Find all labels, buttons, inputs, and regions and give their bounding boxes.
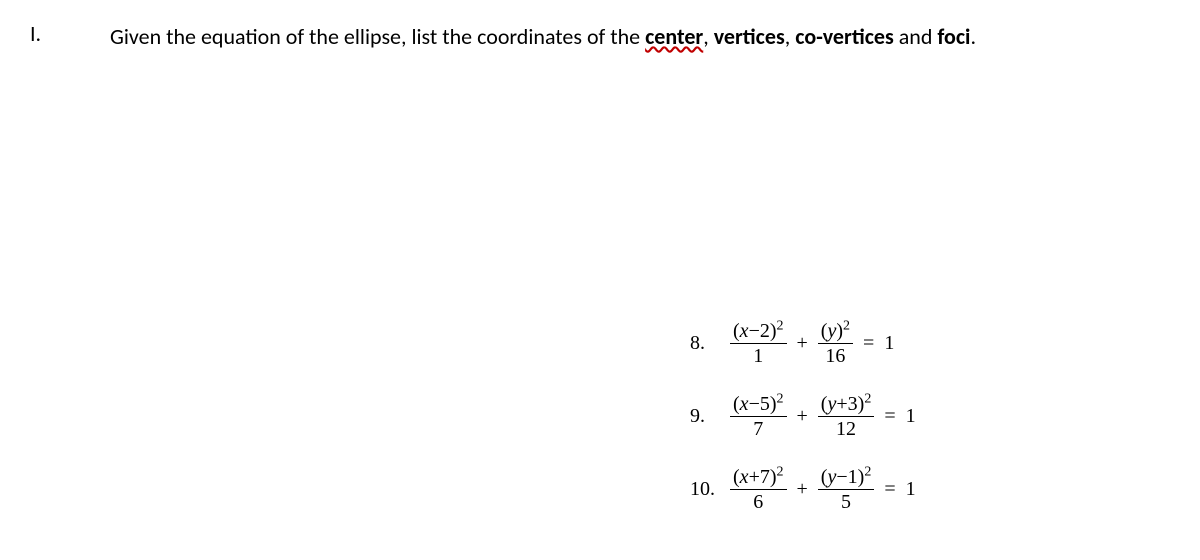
section-number: I. <box>30 20 60 47</box>
denominator-2: 12 <box>836 417 856 440</box>
denominator-2: 5 <box>841 490 851 513</box>
numerator-1: (x−2)2 <box>730 320 787 344</box>
denominator-1: 7 <box>753 417 763 440</box>
equals-operator: = <box>884 478 895 501</box>
problem-number: 10. <box>690 478 730 501</box>
fraction-1: (x−5)27 <box>730 393 787 440</box>
term-covertices: co-vertices <box>795 23 894 50</box>
instruction-text: Given the equation of the ellipse, list … <box>110 20 976 53</box>
numerator-1: (x−5)2 <box>730 393 787 417</box>
plus-operator: + <box>797 405 808 428</box>
problems-list: 8.(x−2)21+(y)216=19.(x−5)27+(y+3)212=110… <box>690 320 916 513</box>
term-vertices: vertices <box>714 23 785 50</box>
term-center: center <box>645 23 703 50</box>
problem-row: 10.(x+7)26 + (y−1)25 = 1 <box>690 466 916 513</box>
instruction-end: . <box>970 23 976 50</box>
equals-operator: = <box>884 405 895 428</box>
numerator-1: (x+7)2 <box>730 466 787 490</box>
equation: (x−2)21+(y)216=1 <box>730 320 894 367</box>
fraction-2: (y+3)212 <box>818 393 875 440</box>
instruction-mid3: and <box>894 23 938 50</box>
denominator-2: 16 <box>825 344 845 367</box>
fraction-2: (y−1)25 <box>818 466 875 513</box>
equation: (x−5)27 + (y+3)212 = 1 <box>730 393 916 440</box>
equals-operator: = <box>863 332 874 355</box>
problem-row: 9.(x−5)27 + (y+3)212 = 1 <box>690 393 916 440</box>
instruction-prefix: Given the equation of the ellipse, list … <box>110 23 645 50</box>
problem-row: 8.(x−2)21+(y)216=1 <box>690 320 916 367</box>
problem-number: 8. <box>690 332 730 355</box>
plus-operator: + <box>797 332 808 355</box>
equation: (x+7)26 + (y−1)25 = 1 <box>730 466 916 513</box>
denominator-1: 6 <box>753 490 763 513</box>
denominator-1: 1 <box>753 344 763 367</box>
instruction-row: I. Given the equation of the ellipse, li… <box>30 20 1170 53</box>
rhs-value: 1 <box>884 332 894 355</box>
numerator-2: (y−1)2 <box>818 466 875 490</box>
numerator-2: (y)2 <box>818 320 853 344</box>
plus-operator: + <box>797 478 808 501</box>
instruction-mid1: , <box>703 23 713 50</box>
numerator-2: (y+3)2 <box>818 393 875 417</box>
fraction-2: (y)216 <box>818 320 853 367</box>
rhs-value: 1 <box>906 405 916 428</box>
rhs-value: 1 <box>906 478 916 501</box>
fraction-1: (x+7)26 <box>730 466 787 513</box>
instruction-mid2: , <box>785 23 795 50</box>
problem-number: 9. <box>690 405 730 428</box>
fraction-1: (x−2)21 <box>730 320 787 367</box>
term-foci: foci <box>937 23 970 50</box>
